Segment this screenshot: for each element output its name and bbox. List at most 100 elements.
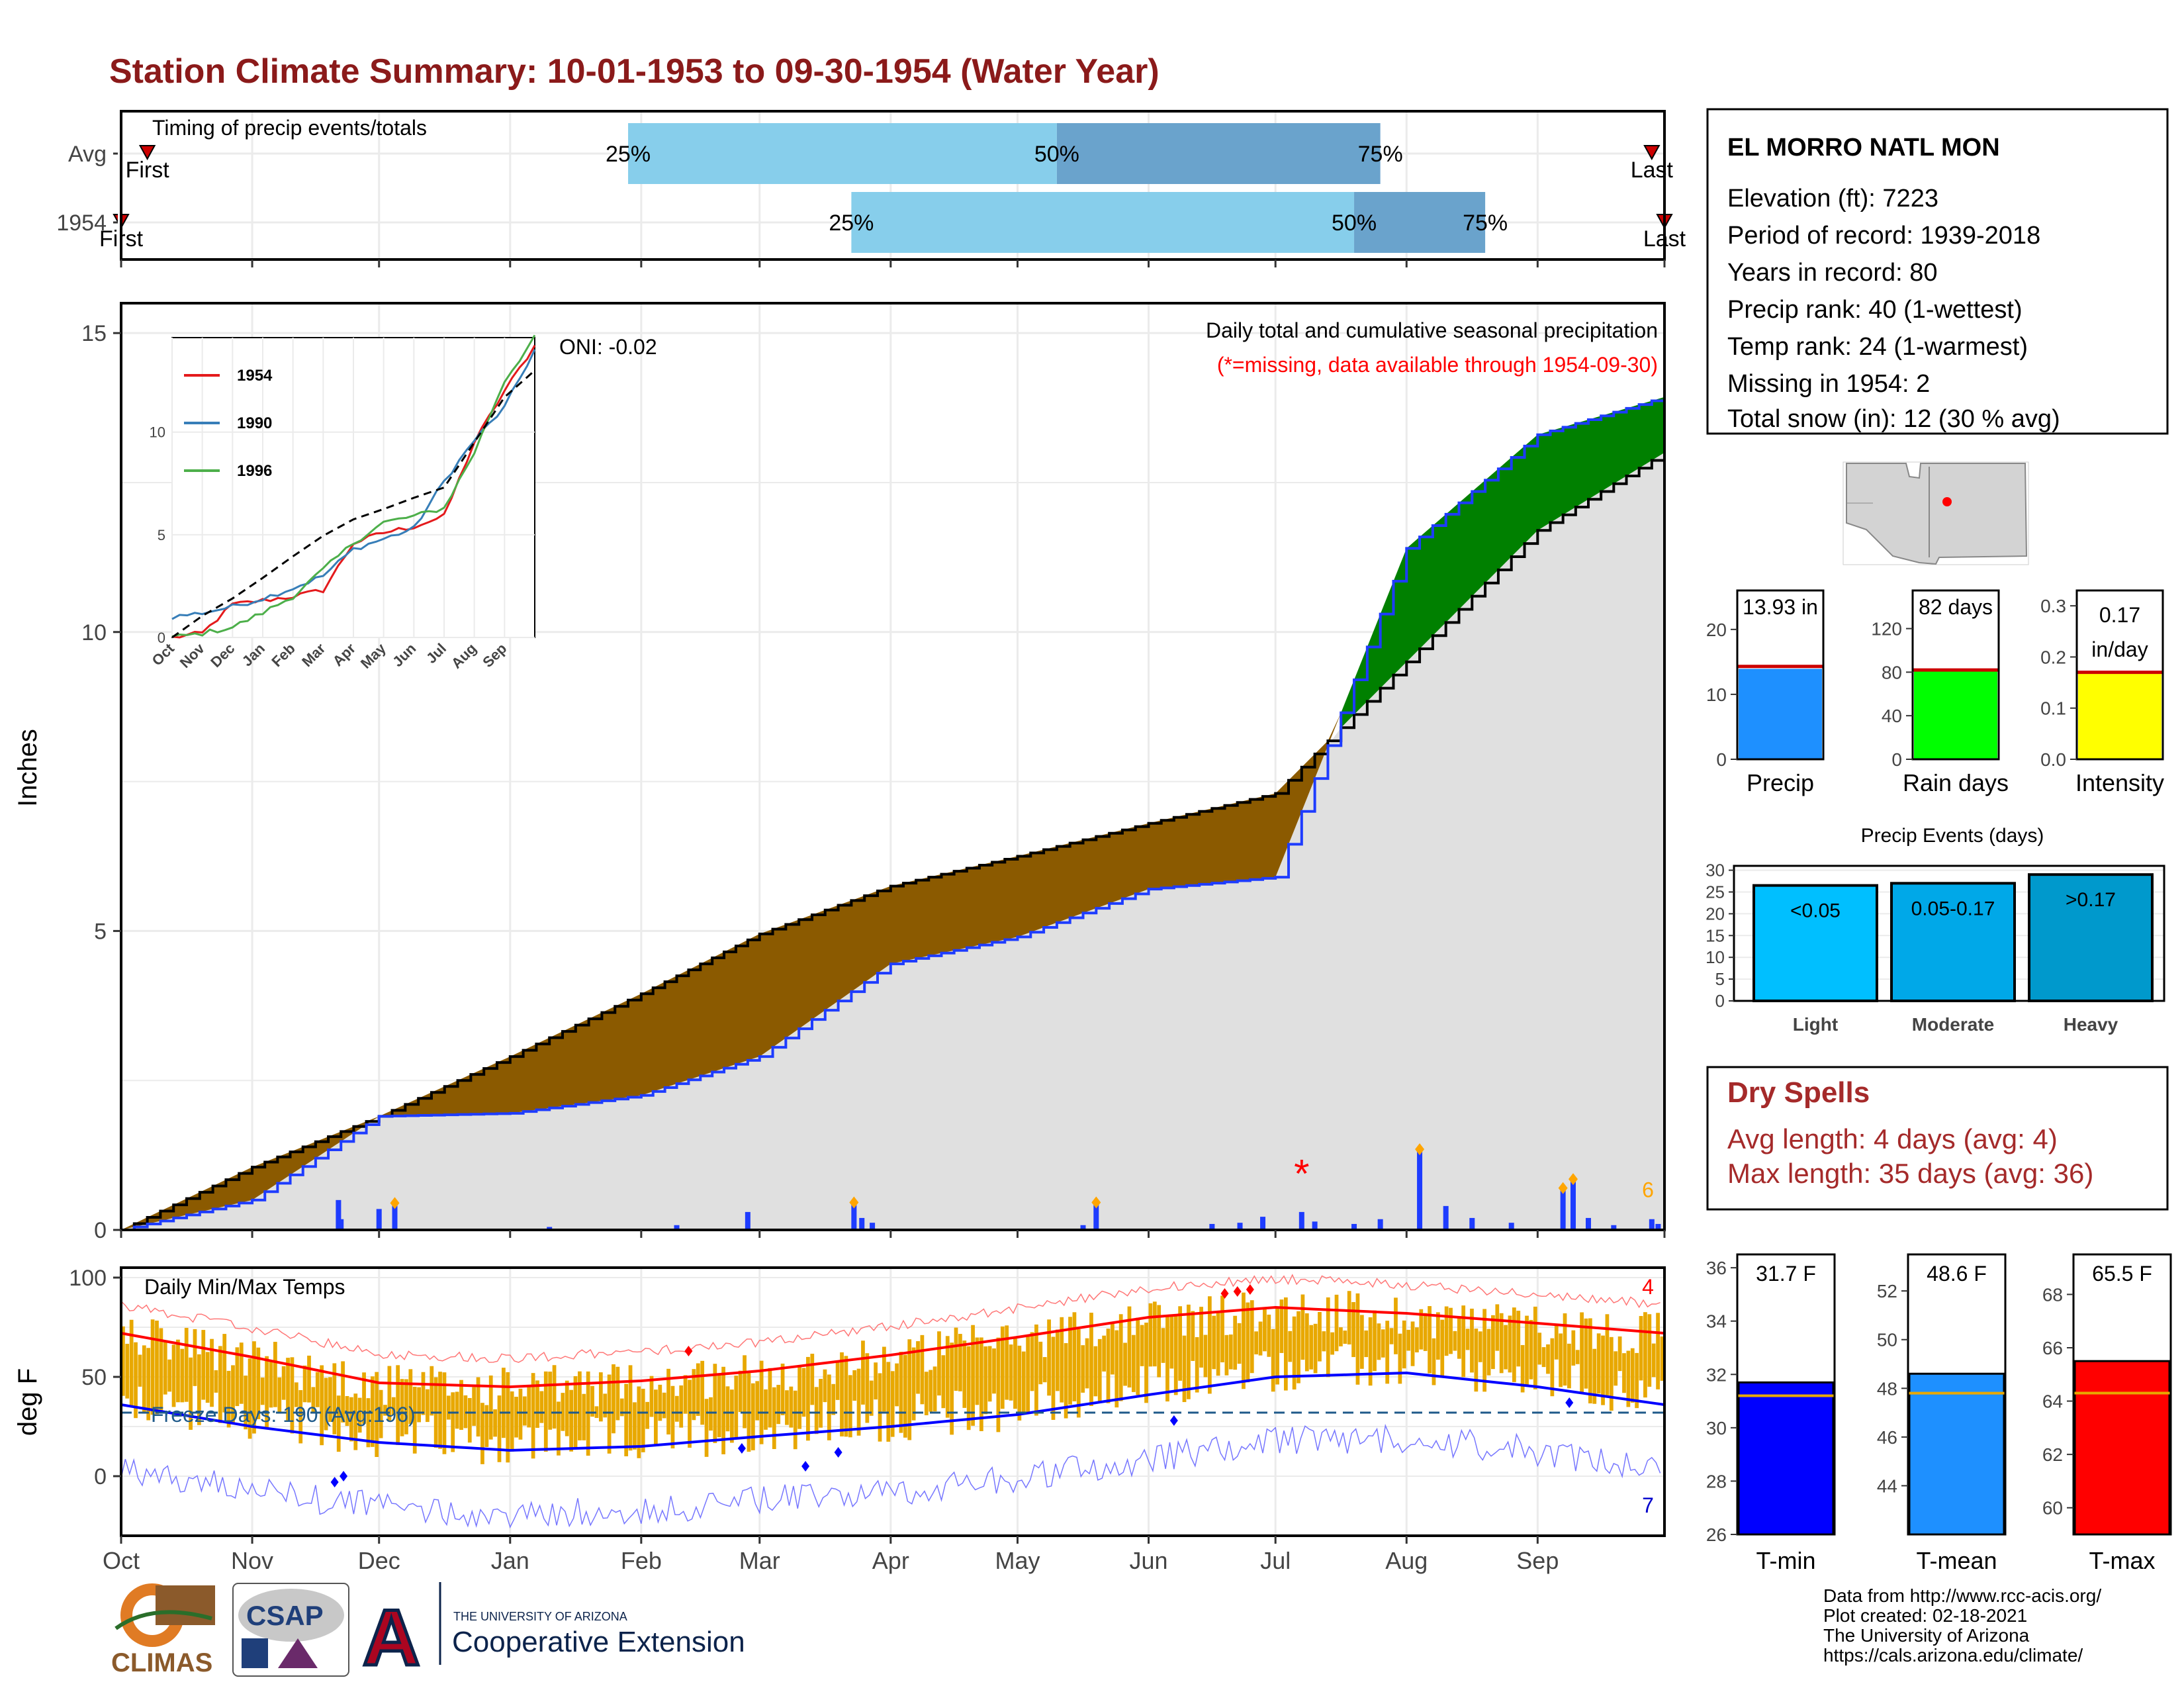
- footer-line: Data from http://www.rcc-acis.org/: [1823, 1585, 2101, 1606]
- daily-temp-bar: [578, 1371, 582, 1440]
- daily-temp-bar: [924, 1372, 929, 1415]
- timing-title: Timing of precip events/totals: [152, 116, 427, 140]
- daily-temp-bar: [797, 1365, 801, 1429]
- daily-temp-bar: [1115, 1330, 1119, 1408]
- daily-temp-bar: [1322, 1331, 1326, 1352]
- timing-p50-label: 50%: [1332, 211, 1377, 236]
- daily-temp-bar: [1330, 1332, 1335, 1355]
- daily-temp-bar: [1283, 1297, 1288, 1391]
- timing-p50-label: 50%: [1034, 142, 1079, 167]
- precip-events-title: Precip Events (days): [1861, 825, 2044, 847]
- daily-temp-bar: [1187, 1304, 1191, 1399]
- station-line: Period of record: 1939-2018: [1727, 222, 2040, 250]
- events-y-tick-label: 0: [1715, 991, 1725, 1011]
- daily-temp-bar: [142, 1345, 146, 1414]
- daily-temp-bar: [1224, 1335, 1229, 1376]
- daily-temp-bar: [717, 1375, 721, 1438]
- daily-temp-bar: [1000, 1326, 1005, 1409]
- summary-value-label: 0.17: [2099, 603, 2140, 627]
- daily-temp-bar: [159, 1328, 163, 1413]
- daily-temp-bar: [1123, 1342, 1127, 1386]
- inset-series-line: [171, 349, 536, 620]
- daily-temp-bar: [582, 1393, 586, 1440]
- daily-temp-bar: [273, 1342, 277, 1407]
- daily-temp-bar: [1279, 1299, 1284, 1353]
- daily-temp-bar: [167, 1359, 172, 1392]
- daily-temp-bar: [269, 1360, 273, 1408]
- daily-temp-bar: [488, 1375, 493, 1440]
- summary-bar-outline: [1911, 589, 2000, 761]
- daily-precip-bar: [1655, 1223, 1661, 1230]
- daily-temp-bar: [882, 1346, 886, 1412]
- daily-temp-bar: [134, 1342, 138, 1419]
- daily-temp-bar: [1267, 1314, 1271, 1357]
- daily-temp-bar: [1026, 1335, 1030, 1414]
- daily-temp-bar: [1614, 1351, 1618, 1386]
- daily-precip-bar: [745, 1211, 751, 1230]
- record-high-line: [120, 1274, 1661, 1363]
- summary-y-tick-label: 10: [1706, 684, 1727, 705]
- daily-temp-bar: [552, 1365, 557, 1429]
- daily-temp-bar: [1009, 1344, 1013, 1401]
- daily-temp-bar: [315, 1372, 320, 1407]
- precip-y-tick-label: 15: [81, 321, 107, 346]
- daily-temp-bar: [357, 1397, 362, 1433]
- daily-temp-bar: [197, 1354, 201, 1425]
- precip-obs-cumulative-line: [121, 397, 1666, 1231]
- daily-precip-bar: [870, 1223, 876, 1230]
- daily-temp-bar: [1465, 1329, 1470, 1350]
- precip-y-tick-label: 0: [94, 1218, 107, 1243]
- daily-temp-bar: [1076, 1329, 1081, 1418]
- daily-temp-bar: [907, 1339, 912, 1440]
- daily-temp-bar: [1449, 1307, 1453, 1354]
- month-label: Apr: [872, 1547, 909, 1574]
- timing-p25-label: 25%: [606, 142, 651, 167]
- daily-temp-bar: [1504, 1325, 1508, 1370]
- daily-temp-bar: [218, 1346, 222, 1423]
- daily-temp-bar: [721, 1366, 725, 1454]
- inset-legend-label: 1990: [237, 414, 272, 432]
- daily-temp-bar: [472, 1387, 477, 1426]
- daily-temp-bar: [1169, 1316, 1174, 1369]
- daily-temp-bar: [260, 1377, 265, 1405]
- daily-temp-bar: [1630, 1348, 1635, 1403]
- daily-temp-bar: [996, 1337, 1001, 1432]
- daily-temp-bar: [1178, 1306, 1183, 1381]
- daily-temp-bar: [1499, 1313, 1504, 1374]
- daily-temp-bar: [975, 1337, 979, 1405]
- daily-temp-bar: [987, 1346, 992, 1402]
- daily-temp-bar: [1529, 1319, 1533, 1380]
- daily-temp-bar: [1089, 1313, 1093, 1407]
- daily-temp-bar: [713, 1364, 717, 1444]
- daily-temp-bar: [265, 1356, 269, 1429]
- daily-temp-bar: [205, 1352, 210, 1403]
- daily-temp-bar: [1495, 1304, 1500, 1351]
- record-low-line: [120, 1423, 1661, 1528]
- month-label: May: [995, 1547, 1040, 1574]
- daily-temp-bar: [396, 1365, 400, 1445]
- timing-panel: 25%50%75%FirstLastAvg25%50%75%FirstLast1…: [56, 110, 1686, 267]
- daily-temp-bar: [780, 1363, 785, 1415]
- heavy-count-label: 6: [1642, 1178, 1654, 1201]
- daily-temp-bar: [941, 1355, 946, 1409]
- daily-temp-bar: [1220, 1295, 1224, 1363]
- daily-temp-bar: [806, 1356, 810, 1441]
- footer-line: The University of Arizona: [1823, 1625, 2030, 1646]
- events-y-tick-label: 20: [1706, 904, 1725, 923]
- daily-temp-bar: [1385, 1321, 1390, 1384]
- daily-temp-bar: [594, 1406, 599, 1419]
- last-event-label: Last: [1631, 158, 1674, 183]
- daily-temp-bar: [1639, 1316, 1643, 1381]
- temp-bar-fill: [1908, 1372, 2005, 1536]
- station-line: Missing in 1954: 2: [1727, 370, 1930, 398]
- daily-temp-bar: [430, 1366, 434, 1416]
- summary-bar-label: Intensity: [2075, 769, 2164, 796]
- temp-summary-y-tick-label: 46: [1877, 1427, 1897, 1448]
- daily-temp-bar: [290, 1357, 295, 1434]
- precip-missing-note: (*=missing, data available through 1954-…: [1217, 353, 1658, 377]
- summary-y-tick-label: 0.2: [2040, 647, 2066, 667]
- temp-summary-y-tick-label: 34: [1706, 1311, 1727, 1332]
- daily-temp-bar: [1271, 1329, 1275, 1392]
- daily-temp-bar: [1165, 1317, 1169, 1402]
